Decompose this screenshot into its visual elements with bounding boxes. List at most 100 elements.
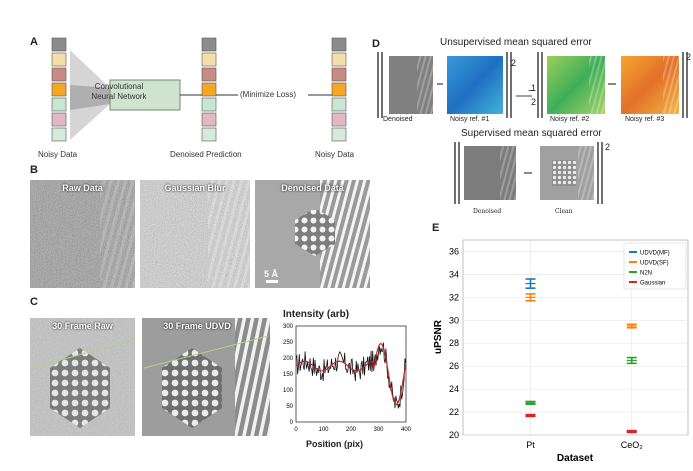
profile-xlabel: Position (pix) (306, 439, 363, 449)
profile-y-tick: 50 (286, 404, 293, 410)
d-ref3-caption: Noisy ref. #3 (625, 116, 665, 123)
sup-title: Supervised mean squared error (461, 128, 602, 139)
profile-y-tick: 300 (283, 324, 294, 330)
errorbar-n2n (525, 400, 536, 406)
chart-ylabel: uPSNR (433, 319, 444, 354)
cnn-box (109, 79, 181, 111)
unsup-exp-2: 2 (686, 52, 692, 62)
profile-udvd-line (295, 342, 407, 405)
center-stack-cell (201, 127, 217, 142)
chart-y-ticks: 20 22 24 26 28 30 32 34 36 (449, 246, 459, 440)
sup-clean-particle (552, 160, 576, 186)
gaussian-blur-label: Gaussian Blur (164, 183, 226, 193)
denoised-data-label: Denoised Data (281, 183, 344, 193)
sup-equation (454, 142, 603, 204)
gauss-stripes (208, 180, 250, 288)
panel-label-a: A (30, 36, 38, 48)
funnel-inner (70, 85, 110, 110)
raw30-line-profile (31, 339, 134, 369)
intensity-profile-plot: 300 250 200 150 100 50 0 0 100 200 300 400 (283, 324, 412, 433)
panel-label-c: C (30, 296, 38, 308)
ref2-stripes (589, 56, 605, 114)
udvd30-particle (162, 348, 222, 428)
left-stack-cell (51, 37, 67, 52)
raw-data-label: Raw Data (62, 183, 103, 193)
left-data-stack (51, 37, 67, 142)
sup-exp: 2 (605, 142, 611, 152)
sup-denoised-stripes (500, 146, 516, 200)
right-stack-cell (331, 97, 347, 112)
errorbar-gaussian (626, 429, 637, 434)
left-stack-cell (51, 82, 67, 97)
sup-clean-stripes (578, 146, 594, 200)
profile-title: Intensity (arb) (283, 309, 350, 320)
udvd30-label: 30 Frame UDVD (163, 321, 231, 331)
raw-label-wrap: Raw Data (30, 180, 135, 200)
d-denoised-caption: Denoised (383, 116, 413, 123)
center-stack-cell (201, 112, 217, 127)
chart-y-tick: 32 (449, 292, 459, 302)
right-stack-cell (331, 127, 347, 142)
denoised-prediction-label: Denoised Prediction (170, 150, 242, 159)
left-stack-cell (51, 52, 67, 67)
chart-y-tick: 36 (449, 246, 459, 256)
center-stack-cell (201, 37, 217, 52)
d-denoised-stripes (417, 56, 433, 114)
raw30-particle (50, 348, 110, 428)
chart-y-tick: 20 (449, 430, 459, 440)
profile-x-tick: 300 (373, 427, 384, 433)
panel-label-b: B (30, 164, 38, 176)
legend-entry: UDVD(SF) (640, 261, 669, 267)
chart-xlabel: Dataset (557, 453, 594, 464)
panel-a-diagram (51, 37, 347, 142)
scale-bar (266, 280, 278, 283)
errorbar-udvd-sf- (525, 293, 536, 302)
center-stack-cell (201, 82, 217, 97)
panel-label-d: D (372, 38, 380, 50)
left-stack-cell (51, 97, 67, 112)
cnn-label: Convolutional Neural Network (91, 82, 147, 101)
unsup-exp-1: 2 (511, 58, 517, 68)
chart-y-tick: 22 (449, 407, 459, 417)
raw30-label: 30 Frame Raw (52, 321, 113, 331)
noisy-data-left-label: Noisy Data (38, 150, 78, 159)
chart-y-tick: 30 (449, 315, 459, 325)
scalebar-label: 5 Å (264, 269, 279, 279)
right-stack-cell (331, 112, 347, 127)
d-ref2-caption: Noisy ref. #2 (550, 116, 590, 123)
chart-y-tick: 24 (449, 384, 459, 394)
d-ref1-caption: Noisy ref. #1 (450, 116, 490, 123)
legend-entry: UDVD(MF) (640, 251, 670, 257)
panel-b-images (30, 180, 370, 288)
denoised-label-wrap: Denoised Data (255, 180, 370, 200)
sup-denoised-caption: Denoised (473, 208, 502, 215)
chart-legend: UDVD(MF) UDVD(SF) N2N Gaussian (623, 242, 687, 290)
center-stack-cell (201, 52, 217, 67)
profile-y-tick: 100 (283, 388, 294, 394)
legend-entry: N2N (640, 271, 652, 277)
frac-denominator: 2 (531, 97, 537, 107)
right-stack-cell (331, 82, 347, 97)
unsup-equation (377, 52, 688, 118)
chart-y-tick: 34 (449, 269, 459, 279)
profile-x-tick: 0 (294, 427, 298, 433)
noisy-data-right-label: Noisy Data (315, 150, 355, 159)
center-stack-cell (201, 67, 217, 82)
panel-c-images (30, 318, 270, 436)
profile-y-tick: 0 (290, 420, 294, 426)
chart-x-ticks: Pt CeO₂ (526, 440, 643, 450)
profile-y-tick: 200 (283, 356, 294, 362)
chart-y-tick: 28 (449, 338, 459, 348)
profile-x-tick: 200 (346, 427, 357, 433)
chart-y-tick: 26 (449, 361, 459, 371)
chart-x-tick: CeO₂ (621, 440, 644, 450)
errorbar-gaussian (525, 413, 536, 418)
errorbar-udvd-sf- (626, 323, 637, 329)
center-stack-cell (201, 97, 217, 112)
sup-clean-caption: Clean (555, 208, 573, 215)
noisy-ref1-image (447, 56, 503, 114)
minimize-loss-label: (Minimize Loss) (240, 90, 297, 99)
udvd30-stripes (235, 318, 270, 436)
profile-frame (295, 325, 407, 423)
ref3-stripes (663, 56, 679, 114)
